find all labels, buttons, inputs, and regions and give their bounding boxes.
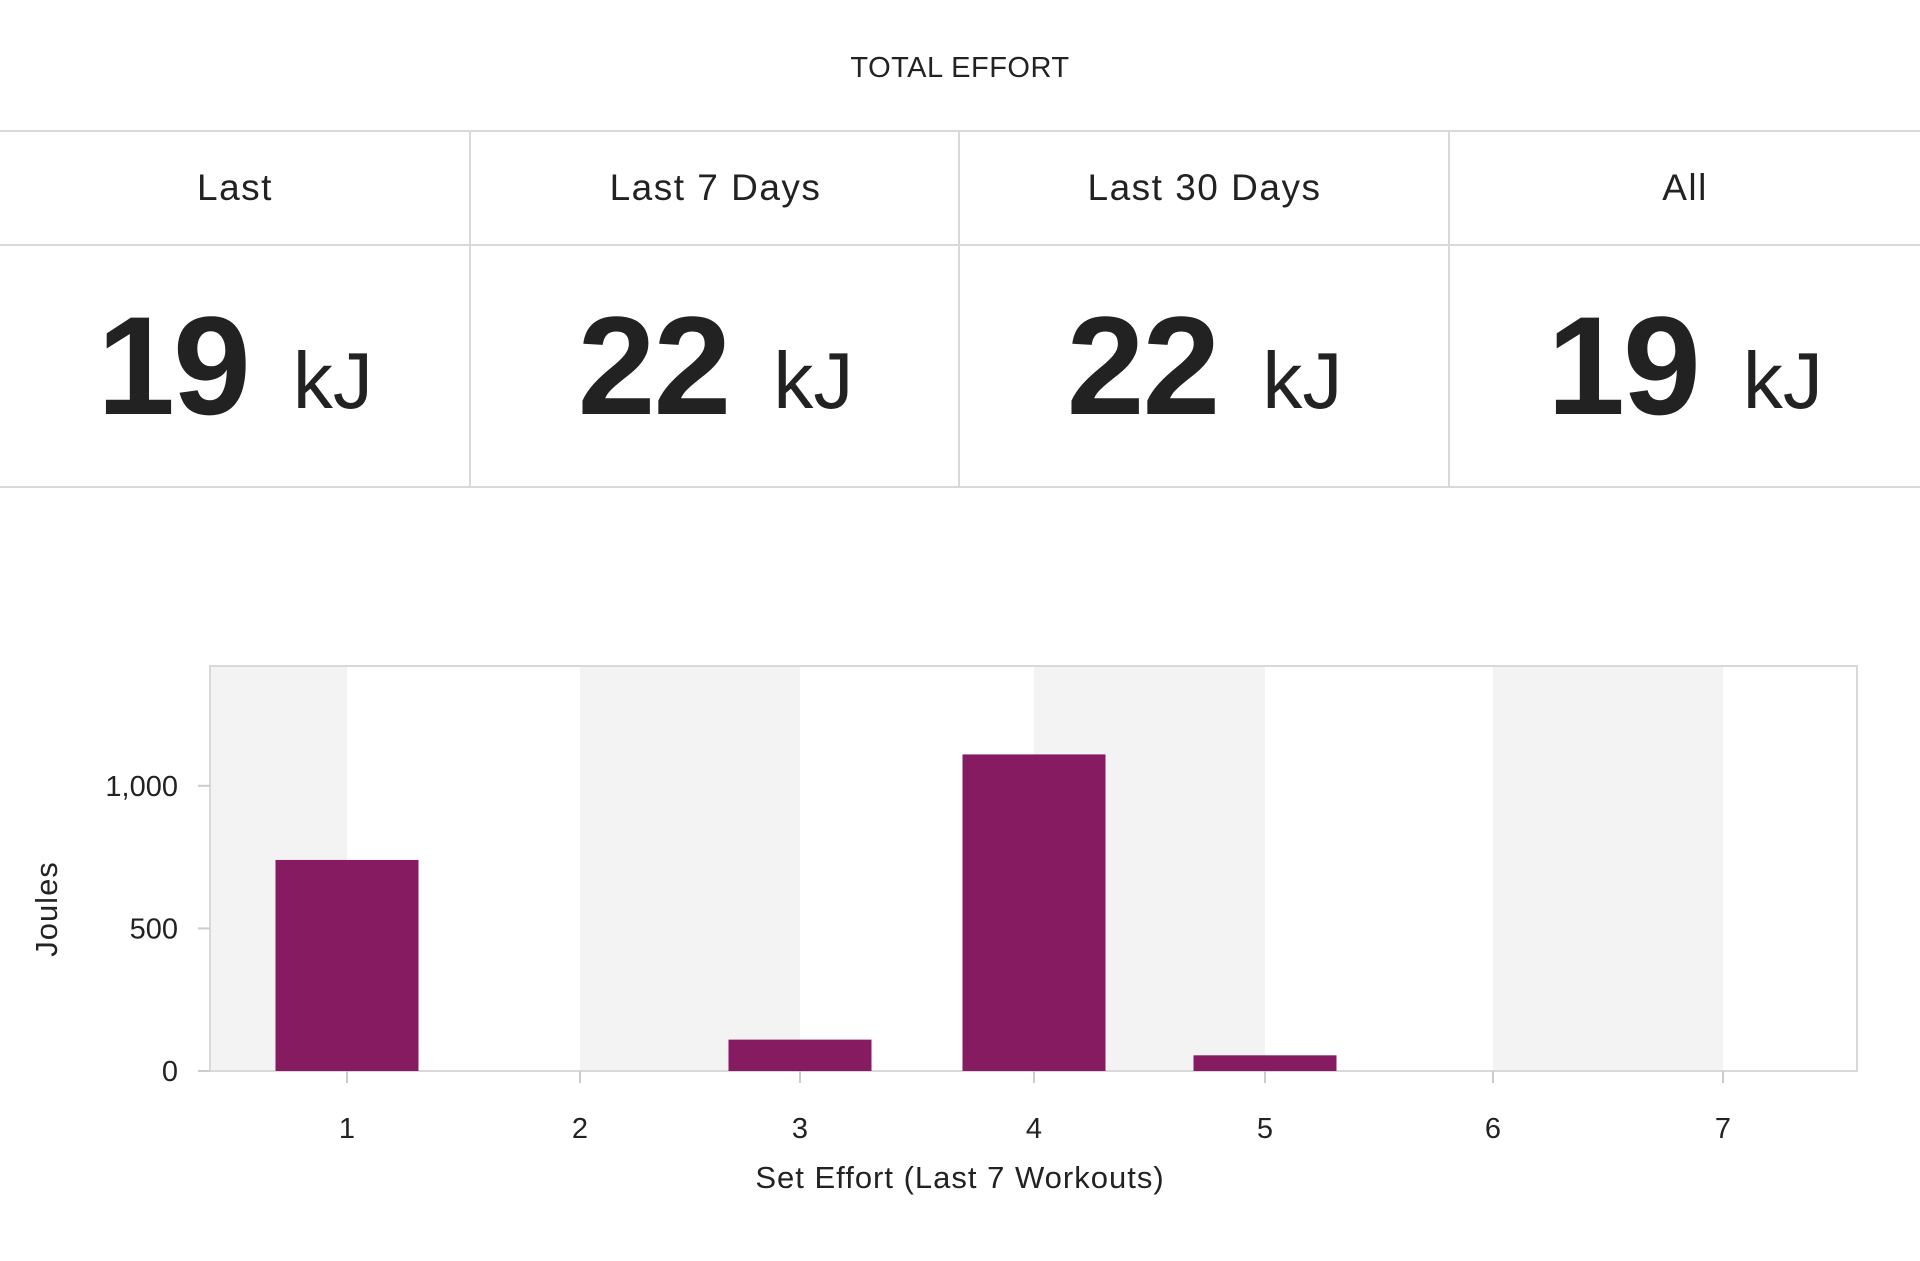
y-axis-ticks: 0 500 1,000: [105, 771, 210, 1088]
stat-number: 19: [1547, 287, 1701, 444]
stat-unit: kJ: [773, 336, 854, 425]
set-effort-bar-chart: 1 2 3 4 5 6 7 0 500 1,000 Set Effort (Last 7 Wor…: [29, 665, 1858, 1195]
stat-unit: kJ: [1742, 336, 1823, 425]
bar-5: [1193, 1055, 1337, 1071]
x-tick-label: 5: [1257, 1113, 1273, 1145]
stat-number: 22: [1066, 287, 1221, 444]
stat-number: 22: [577, 287, 732, 444]
stat-number: 19: [97, 287, 251, 444]
bar-4: [962, 754, 1106, 1071]
stat-label: Last 7 Days: [471, 132, 960, 246]
chart-band: [1493, 666, 1723, 1071]
x-axis-ticks: 1 2 3 4 5 6 7: [339, 1071, 1731, 1145]
page-title: TOTAL EFFORT: [850, 52, 1070, 84]
x-tick-label: 4: [1026, 1113, 1042, 1145]
bar-1: [275, 859, 419, 1071]
chart-bands: [210, 666, 1723, 1071]
stat-last: Last 19 kJ: [0, 132, 470, 486]
y-tick-label: 1,000: [105, 771, 178, 803]
y-axis-label: Joules: [29, 861, 64, 957]
stat-value-group: 22 kJ: [960, 246, 1449, 486]
stat-label: All: [1450, 132, 1920, 246]
x-tick-label: 6: [1485, 1113, 1501, 1145]
x-tick-label: 1: [339, 1113, 355, 1145]
stat-label: Last: [0, 132, 470, 246]
chart-bars: [275, 754, 1337, 1071]
stat-unit: kJ: [292, 336, 373, 425]
x-axis-label: Set Effort (Last 7 Workouts): [755, 1160, 1164, 1195]
stat-all: All 19 kJ: [1448, 132, 1920, 486]
stat-last-30-days: Last 30 Days 22 kJ: [958, 132, 1449, 486]
bar-3: [728, 1039, 872, 1071]
chart-band: [580, 666, 800, 1071]
x-tick-label: 3: [792, 1113, 808, 1145]
stat-value-group: 19 kJ: [1450, 246, 1920, 486]
effort-stats-table: Last 19 kJ Last 7 Days 22 kJ Last 30 Day…: [0, 130, 1920, 488]
stat-label: Last 30 Days: [960, 132, 1449, 246]
x-tick-label: 7: [1715, 1113, 1731, 1145]
stat-last-7-days: Last 7 Days 22 kJ: [469, 132, 960, 486]
stat-value-group: 22 kJ: [471, 246, 960, 486]
stat-value-group: 19 kJ: [0, 246, 470, 486]
stat-unit: kJ: [1262, 336, 1343, 425]
y-tick-label: 0: [162, 1056, 178, 1088]
x-tick-label: 2: [572, 1113, 588, 1145]
y-tick-label: 500: [130, 913, 178, 945]
